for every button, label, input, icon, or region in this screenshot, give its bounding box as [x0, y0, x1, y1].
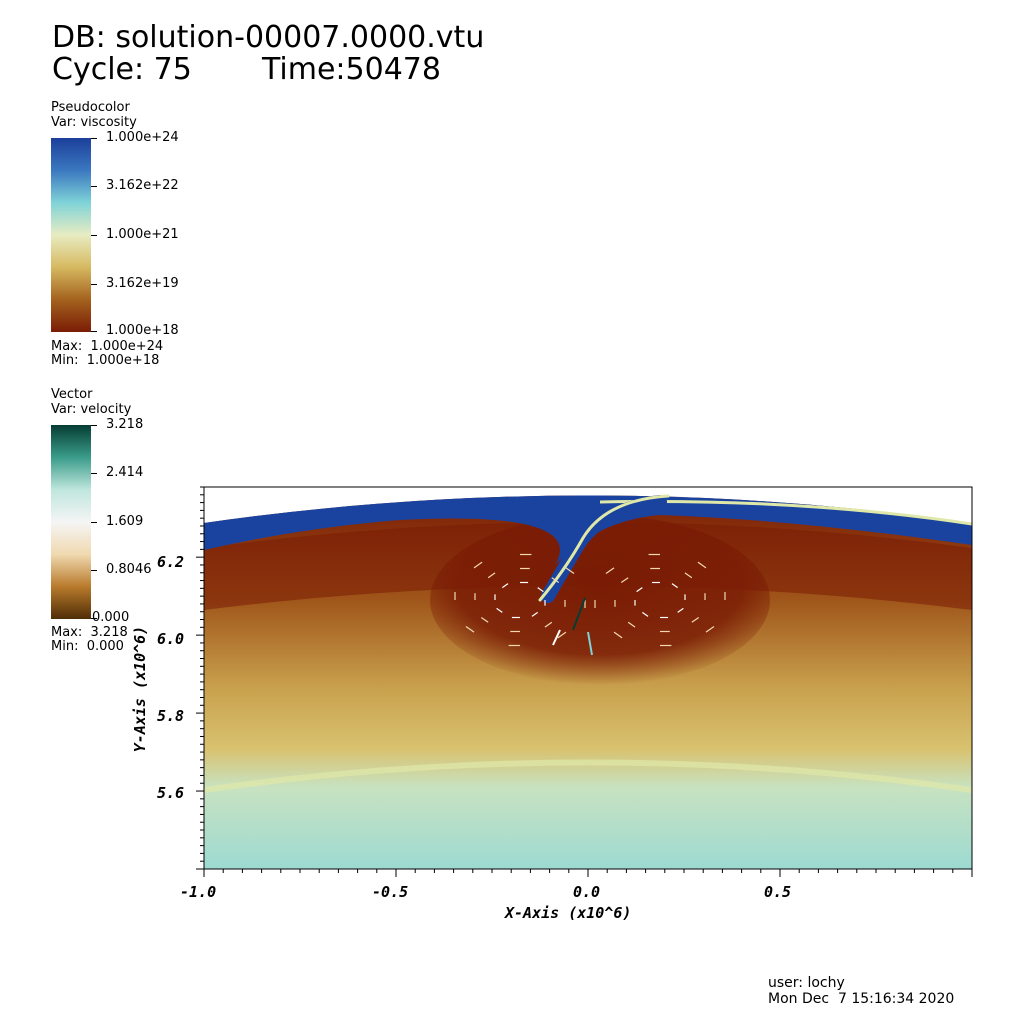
- velocity-arrow: [671, 583, 679, 589]
- velocity-arrow: [627, 621, 636, 628]
- database-title: DB: solution-00007.0000.vtu: [52, 20, 485, 55]
- time-label: Time:50478: [262, 52, 441, 87]
- velocity-arrow: [677, 607, 684, 613]
- velocity-arrow: [691, 616, 700, 623]
- viscosity-tick-label: 3.162e+22: [106, 178, 179, 193]
- velocity-legend-plot-type: Vector: [51, 387, 93, 402]
- velocity-arrow: [613, 631, 623, 639]
- viscosity-tick-mark: [91, 138, 97, 139]
- velocity-tick-mark: [91, 473, 97, 474]
- x-tick-label: -0.5: [372, 883, 409, 901]
- viscosity-tick-mark: [91, 235, 97, 236]
- viscosity-tick-label: 1.000e+24: [106, 130, 179, 145]
- viscosity-legend-var: Var: viscosity: [51, 115, 137, 130]
- y-tick-label: 6.2: [157, 553, 185, 571]
- viscosity-tick-mark: [91, 186, 97, 187]
- velocity-arrow: [705, 626, 715, 633]
- velocity-tick-label: 3.218: [106, 417, 144, 432]
- velocity-max-label: Max: 3.218: [51, 625, 128, 640]
- velocity-arrow: [605, 567, 615, 574]
- velocity-arrow: [684, 572, 693, 579]
- velocity-tick-mark: [91, 570, 97, 571]
- velocity-tick-label: 0.8046: [106, 562, 152, 577]
- velocity-arrow: [551, 577, 560, 584]
- x-tick-label: 0.0: [573, 883, 601, 901]
- velocity-arrows: [454, 553, 726, 656]
- velocity-arrow: [587, 631, 593, 656]
- velocity-tick-mark: [91, 425, 97, 426]
- cycle-label: Cycle: 75: [52, 52, 192, 87]
- velocity-tick-mark: [91, 522, 97, 523]
- velocity-legend-var: Var: velocity: [51, 402, 132, 417]
- velocity-arrow: [565, 567, 575, 574]
- velocity-tick-label: 1.609: [106, 514, 144, 529]
- viscosity-tick-mark: [91, 284, 97, 285]
- y-axis-title: Y-Axis (x10^6): [131, 625, 149, 753]
- viscosity-tick-label: 1.000e+21: [106, 227, 179, 242]
- velocity-arrow: [531, 611, 539, 617]
- viscosity-max-label: Max: 1.000e+24: [51, 339, 164, 354]
- velocity-arrow: [465, 626, 475, 633]
- velocity-arrow: [552, 629, 561, 646]
- x-axis-title: X-Axis (x10^6): [505, 904, 632, 922]
- velocity-arrow: [557, 631, 567, 639]
- velocity-tick-mark: [91, 618, 97, 619]
- viscosity-tick-mark: [91, 331, 97, 332]
- velocity-arrow: [572, 597, 586, 631]
- velocity-arrow: [544, 621, 553, 628]
- viscosity-tick-label: 3.162e+19: [106, 276, 179, 291]
- velocity-arrow: [480, 616, 489, 623]
- velocity-arrow: [496, 607, 503, 613]
- transition-boundary: [204, 759, 972, 793]
- plume-region: [430, 515, 770, 685]
- velocity-min-label: Min: 0.000: [51, 639, 124, 654]
- velocity-arrow: [641, 611, 649, 617]
- x-tick-label: -1.0: [180, 883, 217, 901]
- velocity-arrow: [537, 587, 544, 593]
- date-label: Mon Dec 7 15:16:34 2020: [768, 991, 955, 1007]
- user-label: user: lochy: [768, 975, 845, 991]
- velocity-arrow: [487, 572, 496, 579]
- y-tick-label: 6.0: [157, 630, 185, 648]
- velocity-tick-label: 0.000: [92, 610, 130, 625]
- x-tick-label: 0.5: [764, 883, 792, 901]
- viscosity-color-bar: [51, 138, 91, 332]
- viscosity-min-label: Min: 1.000e+18: [51, 353, 160, 368]
- velocity-tick-label: 2.414: [106, 465, 144, 480]
- y-tick-label: 5.8: [157, 707, 185, 725]
- viscosity-legend-plot-type: Pseudocolor: [51, 100, 130, 115]
- velocity-color-bar: [51, 425, 91, 619]
- viscosity-tick-label: 1.000e+18: [106, 323, 179, 338]
- velocity-arrow: [697, 561, 707, 569]
- velocity-arrow: [636, 587, 643, 593]
- velocity-arrow: [501, 583, 509, 589]
- y-tick-label: 5.6: [157, 784, 185, 802]
- velocity-arrow: [473, 561, 483, 569]
- subducting-slab-edge: [538, 494, 670, 602]
- velocity-arrow: [620, 577, 629, 584]
